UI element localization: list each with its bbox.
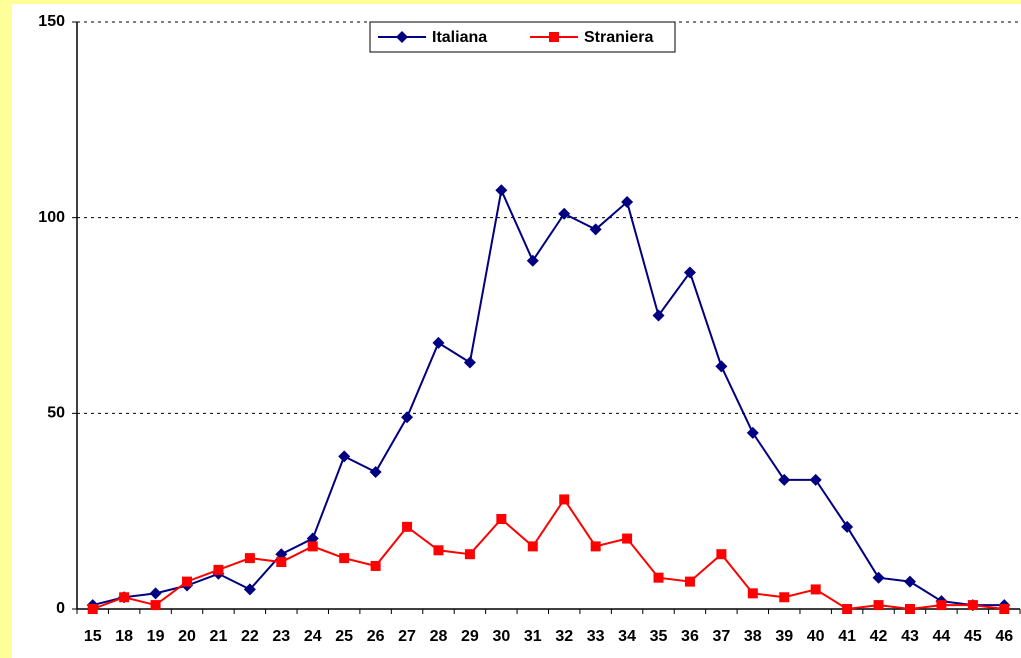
marker (589, 223, 602, 236)
x-tick-label: 43 (901, 628, 919, 645)
x-tick-label: 18 (115, 628, 133, 645)
marker (370, 560, 381, 571)
marker (276, 557, 287, 568)
y-tick-label: 0 (56, 600, 65, 617)
line (92, 186, 1005, 607)
x-tick-label: 32 (555, 628, 573, 645)
x-tick-label: 21 (210, 628, 228, 645)
marker (747, 588, 758, 599)
x-tick-label: 44 (933, 628, 951, 645)
x-tick-label: 33 (587, 628, 605, 645)
marker (496, 513, 507, 524)
x-tick-label: 38 (744, 628, 762, 645)
marker (653, 572, 664, 583)
y-tick-label: 50 (47, 405, 65, 422)
marker (149, 587, 162, 600)
marker (809, 473, 822, 486)
marker (527, 541, 538, 552)
x-tick-label: 37 (712, 628, 730, 645)
side-strip (0, 0, 12, 658)
marker (903, 575, 916, 588)
marker (558, 207, 571, 220)
x-tick-label: 31 (524, 628, 542, 645)
marker (243, 583, 256, 596)
marker (873, 600, 884, 611)
marker (590, 541, 601, 552)
marker (307, 541, 318, 552)
x-tick-label: 25 (335, 628, 353, 645)
marker (526, 254, 539, 267)
marker (778, 473, 791, 486)
x-tick-label: 29 (461, 628, 479, 645)
x-tick-label: 28 (430, 628, 448, 645)
marker (119, 592, 130, 603)
x-tick-label: 19 (147, 628, 165, 645)
marker (936, 600, 947, 611)
marker (87, 604, 98, 614)
marker (464, 549, 475, 560)
x-tick-label: 26 (367, 628, 385, 645)
marker (684, 576, 695, 587)
marker (779, 592, 790, 603)
marker (716, 549, 727, 560)
x-tick-label: 23 (272, 628, 290, 645)
marker (495, 184, 508, 197)
x-tick-label: 46 (995, 628, 1013, 645)
marker (401, 411, 414, 424)
marker (433, 545, 444, 556)
marker (622, 533, 633, 544)
y-tick-label: 100 (38, 209, 65, 226)
marker (810, 584, 821, 595)
marker (463, 356, 476, 369)
marker (999, 604, 1010, 614)
x-tick-label: 22 (241, 628, 259, 645)
x-tick-label: 41 (838, 628, 856, 645)
marker (967, 600, 978, 611)
x-tick-label: 42 (870, 628, 888, 645)
marker (150, 600, 161, 611)
marker (841, 520, 854, 533)
marker (213, 564, 224, 575)
legend-marker (396, 31, 408, 43)
legend-marker (549, 32, 559, 42)
x-tick-label: 15 (84, 628, 102, 645)
marker (904, 604, 915, 614)
x-tick-label: 27 (398, 628, 416, 645)
x-tick-label: 35 (650, 628, 668, 645)
x-tick-label: 36 (681, 628, 699, 645)
marker (369, 466, 382, 479)
marker (746, 426, 759, 439)
legend-label: Italiana (432, 29, 487, 46)
marker (338, 450, 351, 463)
marker (872, 571, 885, 584)
marker (842, 604, 853, 614)
marker (715, 360, 728, 373)
marker (652, 309, 665, 322)
legend-label: Straniera (584, 29, 653, 46)
x-tick-label: 40 (807, 628, 825, 645)
marker (182, 576, 193, 587)
marker (683, 266, 696, 279)
marker (339, 553, 350, 564)
marker (621, 196, 634, 209)
x-tick-label: 45 (964, 628, 982, 645)
marker (559, 494, 570, 505)
x-tick-label: 24 (304, 628, 322, 645)
x-tick-label: 39 (775, 628, 793, 645)
marker (432, 336, 445, 349)
y-tick-label: 150 (38, 13, 65, 30)
top-strip (0, 0, 1021, 4)
marker (244, 553, 255, 564)
x-tick-label: 20 (178, 628, 196, 645)
x-tick-label: 34 (618, 628, 636, 645)
x-tick-label: 30 (492, 628, 510, 645)
line (92, 497, 1005, 611)
marker (402, 521, 413, 532)
